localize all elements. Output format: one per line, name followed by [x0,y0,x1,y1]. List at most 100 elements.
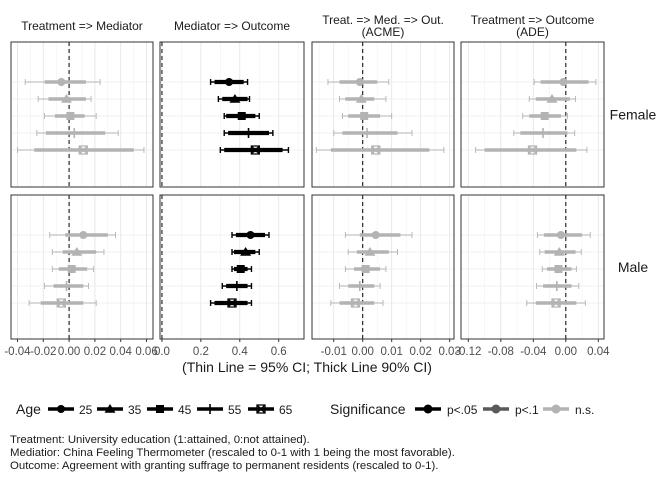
legend-age-label: 45 [178,403,192,417]
legend-age-label: 25 [79,403,93,417]
legend: Age 25 35 45 55 65 Significance p<.05 p<.1 n.s. [16,401,594,417]
x-tick-label: -0.04 [520,346,547,358]
panel-border [311,194,455,340]
estimate-point [354,281,365,291]
x-axis-label: (Thin Line = 95% CI; Thick Line 90% CI) [182,359,432,375]
estimate-point [229,94,241,103]
x-tick-label: -0.01 [321,346,347,358]
legend-key-plus [205,404,215,414]
estimate-point [540,112,549,120]
estimate-point [231,281,242,291]
x-tick-label: 0.02 [84,346,106,358]
column-strip-title: Treatment => Outcome [471,13,595,27]
estimate-point [371,231,380,239]
x-tick-label: 0.00 [352,346,374,358]
estimate-point [56,298,66,308]
estimate-point [361,265,370,273]
x-tick-label: 0.01 [380,346,402,358]
estimate-point [556,231,565,239]
x-tick-label: 0.2 [193,346,209,358]
legend-age-label: 35 [128,403,142,417]
x-tick-label: 0.06 [135,346,157,358]
facet-panel [10,41,154,188]
legend-key-square [156,405,164,413]
facet-panel [311,194,455,340]
estimate-point [355,94,367,103]
estimate-point [71,247,83,256]
estimate-point [57,78,66,86]
panel-border [159,194,305,340]
row-strip-title: Female [610,107,657,123]
estimate-point [350,298,361,308]
x-tick-label: -0.02 [30,346,56,358]
estimate-point [559,78,568,86]
facet-panel [311,41,455,188]
estimate-point [551,281,562,291]
estimate-point [554,265,563,273]
x-tick-label: 0.02 [409,346,431,358]
column-strip-title: (ACME) [362,25,405,39]
column-strip-title: (ADE) [516,25,549,39]
estimate-point [360,112,369,120]
legend-age-label: 65 [279,403,293,417]
facet-panel [460,41,605,188]
estimate-point [236,265,245,273]
x-tick-label: -0.12 [455,346,481,358]
legend-age-label: 55 [228,403,242,417]
x-tick-label: 0.0 [154,346,170,358]
x-tick-label: 0.00 [555,346,577,358]
facet-panel [159,41,305,188]
legend-significance-label: p<.1 [515,403,539,417]
panel-border [10,41,154,188]
estimate-point [364,247,376,256]
estimate-point [78,145,88,155]
row-strip-title: Male [618,259,649,275]
x-tick-label: 0.4 [232,346,249,358]
legend-key-circle [57,405,65,413]
estimate-point [225,78,234,86]
note-treatment: Treatment: University education (1:attai… [10,434,310,446]
estimate-point [61,281,72,291]
x-tick-label: -0.08 [488,346,514,358]
estimate-point [551,298,561,308]
facet-panel [460,194,605,340]
note-outcome: Outcome: Agreement with granting suffrag… [10,459,439,472]
legend-significance-label: n.s. [575,403,594,417]
panel-border [159,41,305,188]
legend-key-triangle [104,404,116,413]
estimate-point [371,145,381,155]
legend-significance-title: Significance [330,401,406,417]
estimate-point [66,112,75,120]
column-strip-title: Treat. => Med. => Out. [322,13,444,27]
column-strip-title: Treatment => Mediator [21,19,143,33]
estimate-point [527,145,538,155]
x-tick-label: 0.03 [438,346,460,358]
estimate-point [538,128,549,138]
x-tick-label: 0.00 [58,346,80,358]
legend-significance-label: p<.05 [447,403,478,417]
facet-panel [159,194,305,340]
estimate-point [237,112,246,120]
legend-key-circle [423,404,433,414]
estimate-point [246,231,255,239]
x-tick-label: 0.04 [110,346,133,358]
note-mediator: Mediatior: China Feeling Thermometer (re… [10,446,455,459]
estimate-point [240,247,252,256]
estimate-point [69,128,80,138]
x-tick-label: 0.6 [271,346,287,358]
legend-key-boxed-x [256,404,266,414]
x-tick-label: 0.04 [587,346,610,358]
panel-border [10,194,154,340]
panel-border [460,194,605,340]
panel-border [311,41,455,188]
column-strip-title: Mediator => Outcome [174,19,290,33]
legend-key-circle [491,404,501,414]
facet-panel [10,194,154,340]
legend-key-circle [551,404,561,414]
estimate-point [355,78,364,86]
estimate-point [553,247,565,256]
estimate-point [362,128,373,138]
estimate-point [546,94,558,103]
